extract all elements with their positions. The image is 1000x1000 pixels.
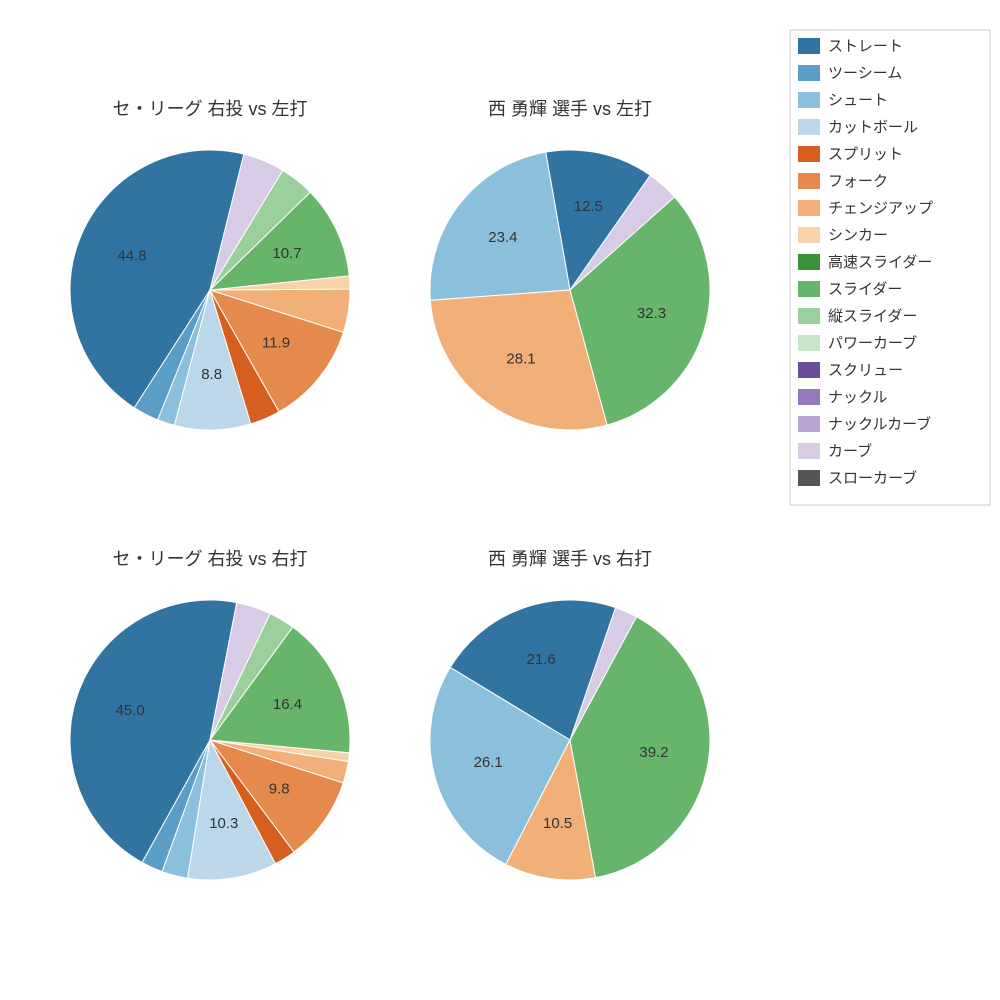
- legend-label: ツーシーム: [828, 65, 902, 82]
- pitch-mix-pie-grid: 44.8 8.8 11.9 10.7 セ・リーグ 右投 vs 左打 12.5 23.4 28.…: [0, 0, 1000, 1000]
- legend-label: カットボール: [828, 119, 918, 136]
- slice-label: 11.9: [262, 334, 290, 351]
- legend-label: ナックル: [828, 389, 888, 406]
- legend-swatch: [798, 200, 820, 216]
- legend-label: スローカーブ: [828, 469, 917, 487]
- chart-title: セ・リーグ 右投 vs 右打: [112, 549, 307, 569]
- legend-swatch: [798, 173, 820, 189]
- legend-label: ナックルカーブ: [828, 415, 931, 433]
- slice-label: 21.6: [526, 651, 555, 668]
- slice-label: 44.8: [117, 247, 146, 264]
- legend-label: パワーカーブ: [828, 334, 917, 352]
- legend-label: チェンジアップ: [828, 200, 933, 217]
- legend-swatch: [798, 92, 820, 108]
- slice-label: 45.0: [116, 702, 145, 719]
- slice-label: 10.7: [272, 245, 301, 262]
- legend-swatch: [798, 416, 820, 432]
- legend-swatch: [798, 119, 820, 135]
- legend-label: ストレート: [828, 38, 903, 55]
- legend-swatch: [798, 335, 820, 351]
- slice-label: 8.8: [201, 366, 222, 383]
- legend-swatch: [798, 146, 820, 162]
- chart-title: セ・リーグ 右投 vs 左打: [112, 99, 307, 119]
- legend-swatch: [798, 443, 820, 459]
- legend-swatch: [798, 227, 820, 243]
- legend-swatch: [798, 65, 820, 81]
- slice-label: 26.1: [474, 754, 503, 771]
- legend: ストレートツーシームシュートカットボールスプリットフォークチェンジアップシンカー…: [790, 30, 990, 505]
- slice-label: 9.8: [269, 780, 290, 797]
- chart-title: 西 勇輝 選手 vs 左打: [488, 99, 652, 119]
- legend-swatch: [798, 308, 820, 324]
- legend-swatch: [798, 470, 820, 486]
- chart-title: 西 勇輝 選手 vs 右打: [488, 549, 652, 569]
- legend-label: 縦スライダー: [828, 308, 917, 325]
- legend-swatch: [798, 254, 820, 270]
- slice-label: 10.3: [209, 815, 238, 832]
- legend-label: シュート: [828, 92, 888, 109]
- legend-swatch: [798, 389, 820, 405]
- legend-swatch: [798, 281, 820, 297]
- slice-label: 23.4: [488, 229, 517, 246]
- legend-label: スプリット: [828, 146, 903, 163]
- legend-label: スクリュー: [828, 362, 903, 379]
- legend-swatch: [798, 38, 820, 54]
- slice-label: 32.3: [637, 305, 666, 322]
- legend-label: カーブ: [828, 442, 872, 460]
- legend-label: 高速スライダー: [828, 254, 932, 271]
- legend-label: フォーク: [828, 173, 888, 190]
- legend-label: シンカー: [828, 227, 888, 244]
- slice-label: 10.5: [543, 815, 572, 832]
- slice-label: 12.5: [574, 198, 603, 215]
- legend-swatch: [798, 362, 820, 378]
- legend-label: スライダー: [828, 281, 902, 298]
- slice-label: 16.4: [273, 696, 302, 713]
- slice-label: 39.2: [639, 744, 668, 761]
- slice-label: 28.1: [506, 350, 535, 367]
